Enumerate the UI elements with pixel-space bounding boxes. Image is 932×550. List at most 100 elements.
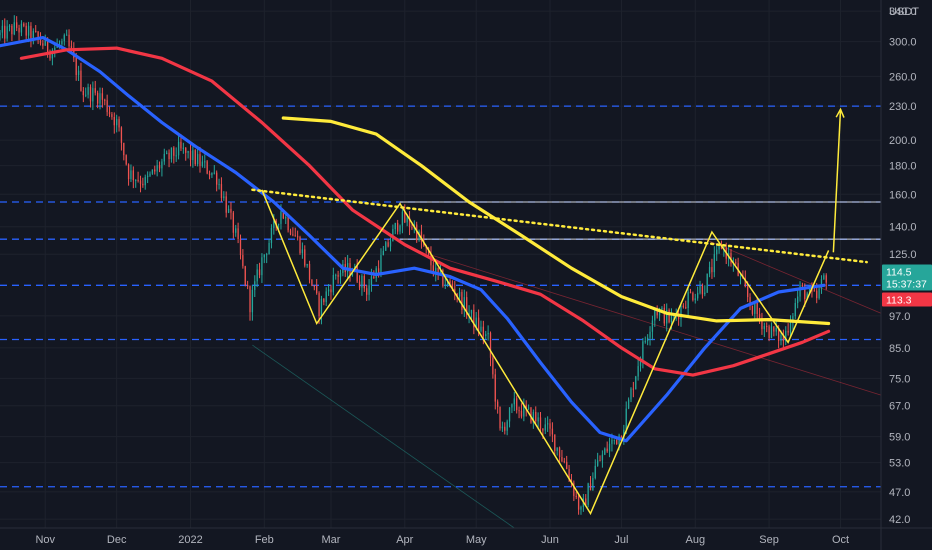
candle-body — [496, 401, 499, 407]
candle-body — [682, 305, 685, 308]
candle-body — [335, 274, 337, 276]
candle-body — [77, 70, 80, 76]
candle-body — [463, 297, 465, 310]
candle-body — [573, 482, 575, 496]
candle-body — [751, 305, 754, 314]
candle-body — [351, 271, 354, 276]
candle-body — [487, 332, 489, 335]
time-axis-tick-label: Oct — [832, 534, 849, 546]
candle-body — [561, 457, 563, 462]
candle-body — [520, 410, 523, 417]
candle-body — [339, 272, 342, 277]
candle-body — [461, 292, 463, 310]
price-axis-tick-label: 260.0 — [889, 71, 917, 83]
candle-body — [156, 165, 158, 172]
candle-body — [525, 404, 527, 409]
candle-body — [716, 249, 718, 255]
trend-drawings — [251, 107, 868, 516]
time-axis-tick-label: Nov — [35, 534, 55, 546]
candle-body — [294, 235, 296, 237]
candle-body — [613, 439, 615, 441]
candle-body — [646, 337, 649, 342]
candle-body — [68, 34, 70, 47]
candle-body — [406, 217, 408, 223]
candle-body — [797, 296, 799, 304]
candle-body — [708, 267, 711, 274]
candle-body — [558, 447, 561, 458]
candle-body — [130, 170, 132, 180]
candle-body — [89, 87, 92, 102]
candle-body — [823, 275, 825, 280]
candle-body — [235, 228, 237, 233]
candle-body — [611, 439, 613, 444]
candle-body — [420, 231, 423, 242]
candle-body — [596, 460, 599, 466]
candle-body — [747, 286, 749, 298]
candle-body — [523, 404, 525, 417]
candle-body — [516, 398, 518, 411]
candle-body — [401, 211, 404, 226]
time-axis[interactable]: Nov Dec 2022 Feb Mar Apr May Jun Jul Aug Sep Oct — [35, 534, 849, 546]
candle-body — [61, 41, 63, 45]
candle-body — [258, 269, 261, 276]
candle-body — [206, 161, 208, 174]
price-axis-tick-label: 97.0 — [889, 311, 910, 323]
candle-body — [442, 269, 444, 286]
last-price-badge — [882, 264, 932, 291]
candle-body — [332, 275, 335, 293]
candle-body — [404, 211, 406, 223]
candle-body — [201, 161, 204, 166]
candle-body — [161, 161, 163, 169]
price-axis-tick-label: 47.0 — [889, 487, 910, 499]
candle-body — [668, 310, 670, 323]
candle-body — [701, 285, 704, 295]
candle-body — [635, 376, 637, 390]
candle-body — [142, 183, 144, 186]
candle-body — [182, 147, 184, 149]
candle-body — [204, 161, 206, 163]
candle-body — [316, 285, 318, 294]
candle-body — [466, 297, 468, 315]
candle-body — [170, 147, 173, 160]
candle-body — [589, 483, 592, 491]
time-axis-tick-label: May — [466, 534, 487, 546]
candle-body — [194, 150, 196, 165]
candle-body — [46, 38, 49, 53]
candle-body — [116, 119, 118, 126]
horizontal-levels — [0, 105, 881, 488]
candle-body — [458, 292, 461, 297]
candle-body — [220, 184, 223, 199]
candle-body — [744, 278, 746, 287]
candle-body — [577, 496, 580, 510]
candle-body — [787, 330, 789, 333]
price-axis-tick-label: 53.0 — [889, 458, 910, 470]
candle-body — [782, 335, 785, 342]
candle-body — [37, 31, 39, 39]
candle-body — [477, 317, 480, 331]
price-axis-tick-label: 75.0 — [889, 373, 910, 385]
gridlines — [0, 0, 881, 528]
candle-body — [687, 292, 689, 309]
candle-body — [366, 288, 368, 295]
candle-body — [299, 236, 301, 254]
candle-body — [261, 257, 263, 276]
candle-body — [135, 179, 137, 181]
candle-body — [485, 334, 487, 336]
candle-body — [766, 326, 768, 328]
indicator-price-value: 113.3 — [886, 295, 912, 307]
candle-body — [239, 239, 242, 256]
candle-body — [66, 34, 68, 36]
candle-body — [213, 172, 215, 174]
price-axis[interactable]: 340.0 300.0 260.0 230.0 200.0 180.0 160.0 140.0… — [889, 6, 917, 526]
candle-body — [311, 279, 313, 286]
candle-body — [39, 38, 42, 44]
candle-body — [211, 172, 213, 176]
candle-body — [358, 281, 361, 288]
candle-body — [630, 388, 632, 400]
candle-body — [556, 447, 558, 451]
candle-body — [108, 112, 111, 115]
last-price-value: 114.5 — [886, 267, 912, 279]
candle-body — [666, 310, 668, 324]
time-axis-tick-label: Dec — [107, 534, 127, 546]
